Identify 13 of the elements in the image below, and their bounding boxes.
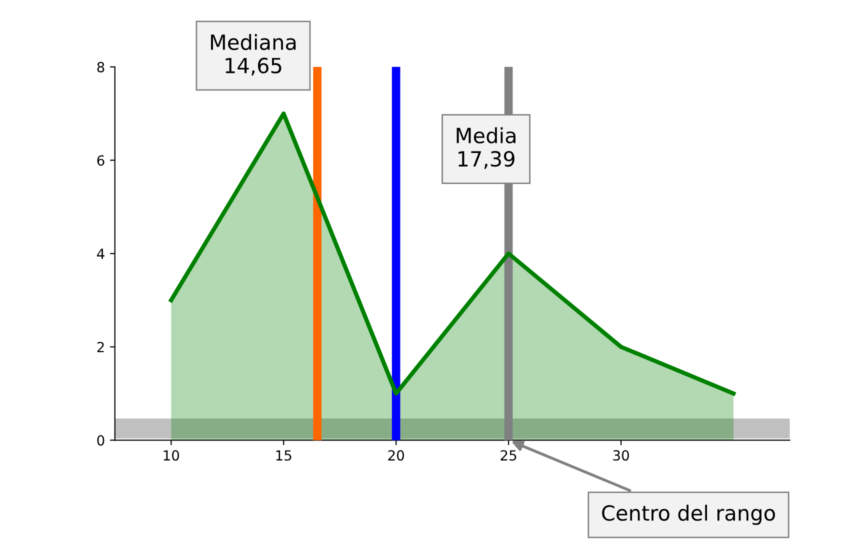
x-tick-label: 20 [388, 450, 404, 461]
ref-line-label: Mediana 14,65 [211, 34, 296, 76]
y-tick-label: 6 [97, 155, 104, 166]
x-tick-label: 30 [613, 450, 629, 461]
y-tick-label: 4 [97, 248, 104, 259]
y-tick-label: 8 [97, 62, 104, 72]
x-tick-label: 25 [500, 450, 516, 461]
ref-line-label: Centro del rango [602, 504, 775, 525]
y-tick-label: 2 [97, 342, 104, 352]
ref-line-label: Media 17,39 [456, 127, 516, 169]
x-tick-label: 10 [164, 450, 180, 461]
y-tick-label: 0 [97, 435, 104, 446]
x-tick-label: 15 [276, 450, 292, 461]
